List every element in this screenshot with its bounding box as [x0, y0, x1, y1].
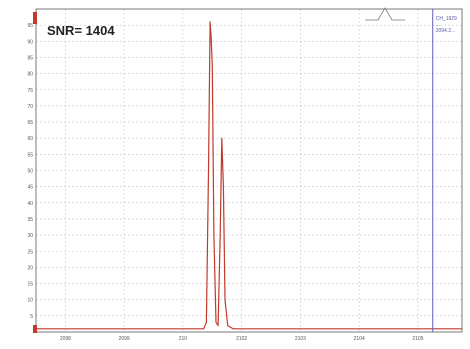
- y-tick-label: 55: [27, 152, 33, 158]
- x-tick-label: 2102: [236, 336, 247, 342]
- vendor-logo: [365, 7, 405, 21]
- y-tick-label: 20: [27, 265, 33, 271]
- y-tick-label: 90: [27, 39, 33, 45]
- cursor-readout-line: CH_1929: [436, 16, 457, 22]
- snr-label: SNR= 1404: [47, 23, 115, 38]
- y-tick-label: 95: [27, 23, 33, 29]
- cursor-readout: CH_1929...2094.2...: [436, 16, 457, 34]
- series-line: [36, 21, 462, 330]
- y-tick-label: 85: [27, 55, 33, 61]
- grid: [36, 9, 462, 332]
- y-tick-label: 30: [27, 233, 33, 239]
- y-tick-label: 40: [27, 201, 33, 207]
- x-tick-label: 2099: [119, 336, 130, 342]
- y-tick-label: 45: [27, 185, 33, 191]
- left-bottom-marker: [33, 325, 37, 333]
- y-tick-label: 50: [27, 169, 33, 175]
- y-tick-label: 5: [30, 314, 33, 320]
- y-tick-label: 10: [27, 298, 33, 304]
- x-tick-labels: 2098 2099 210 2102 2103 2104 2105: [60, 336, 424, 342]
- plot-frame: [35, 8, 463, 333]
- x-tick-label: 2098: [60, 336, 71, 342]
- x-tick-label: 210: [179, 336, 188, 342]
- x-tick-label: 2105: [412, 336, 423, 342]
- x-tick-label: 2104: [354, 336, 365, 342]
- logo-mark-icon: [365, 7, 405, 21]
- y-tick-label: 15: [27, 282, 33, 288]
- left-edge-marker: [33, 12, 37, 24]
- y-tick-label: 25: [27, 249, 33, 255]
- cursor-readout-line: 2094.2...: [436, 28, 455, 34]
- y-tick-labels: 5 10 15 20 25 30 35 40 45 50 55 60 65 70 75 80 85 90 95: [27, 23, 33, 320]
- y-tick-label: 80: [27, 72, 33, 78]
- x-tick-label: 2103: [295, 336, 306, 342]
- y-tick-label: 60: [27, 136, 33, 142]
- cursor-readout-line: ...: [436, 22, 440, 28]
- y-tick-label: 35: [27, 217, 33, 223]
- y-tick-label: 65: [27, 120, 33, 126]
- y-tick-label: 70: [27, 104, 33, 110]
- y-tick-label: 75: [27, 88, 33, 94]
